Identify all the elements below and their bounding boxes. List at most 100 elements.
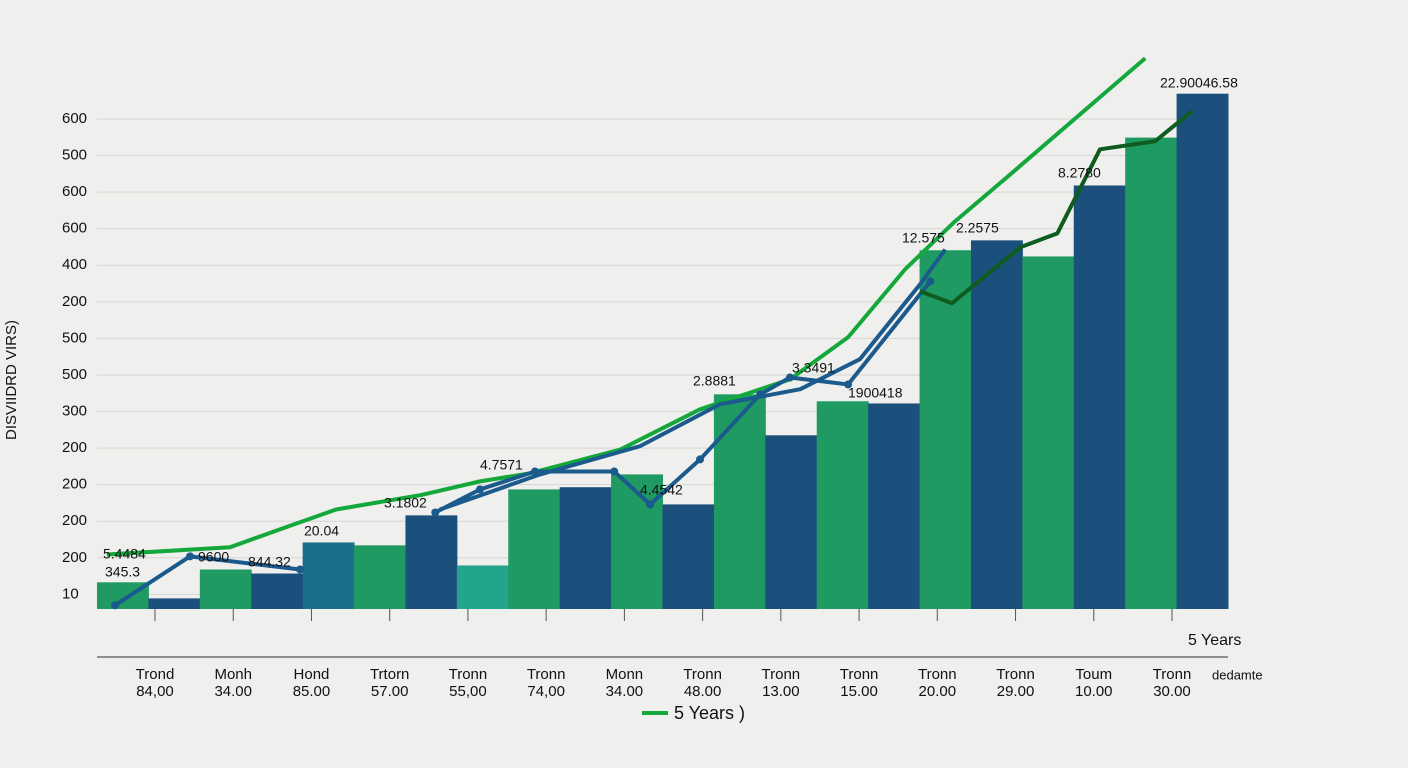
data-label: 4.7571 (480, 457, 523, 473)
x-label: Monh (214, 666, 252, 683)
line (919, 109, 1194, 306)
data-label: 1900418 (848, 385, 903, 401)
bar (611, 474, 663, 609)
bar (919, 250, 972, 609)
line-marker (926, 277, 935, 286)
y-tick-label: 200 (62, 512, 87, 529)
bar (251, 573, 304, 609)
data-label: 20.04 (304, 523, 339, 539)
x-label: Tronn (762, 666, 801, 683)
line-marker (186, 552, 195, 561)
bar (1073, 185, 1126, 609)
bar (405, 515, 458, 609)
y-axis-label: DISVIIDRD VIRS) (3, 320, 20, 440)
x-label: 13.00 (762, 683, 800, 700)
legend: 5 Years ) (642, 703, 745, 723)
y-tick-label: 500 (62, 329, 87, 346)
x-label: Tronn (840, 666, 879, 683)
bar (970, 240, 1023, 610)
line-marker (844, 380, 853, 389)
y-tick-label: 200 (62, 293, 87, 310)
y-tick-label: 200 (62, 476, 87, 493)
bar (1125, 137, 1178, 609)
bar (765, 435, 818, 609)
data-label: 12.575 (902, 230, 945, 246)
data-label: 2.2575 (956, 220, 999, 236)
y-tick-label: 500 (62, 146, 87, 163)
bar (508, 489, 561, 609)
x-label: Toum (1075, 666, 1112, 683)
x-label: 48.00 (684, 683, 722, 700)
line-marker (296, 565, 305, 574)
x-label: Tronn (449, 666, 488, 683)
x-label: 57.00 (371, 683, 409, 700)
line-marker (696, 455, 705, 464)
y-tick-label: 300 (62, 402, 87, 419)
bar (868, 403, 921, 609)
x-label: Tronn (996, 666, 1035, 683)
data-label: 2.8881 (693, 373, 736, 389)
y-tick-label: 600 (62, 183, 87, 200)
data-label: 4.4542 (640, 482, 683, 498)
line (106, 56, 1147, 557)
x-label: Monn (606, 666, 644, 683)
bars (97, 93, 1229, 610)
bar (456, 565, 509, 609)
y-tick-label: 600 (62, 220, 87, 237)
x-labels: Trond84,00Monh34.00Hond85.00Trtorn57.00T… (136, 609, 1192, 700)
bar (199, 569, 252, 609)
line-marker (785, 373, 794, 382)
line-marker (110, 601, 119, 610)
x-label: 55,00 (449, 683, 487, 700)
line-marker (475, 485, 484, 494)
x-label: Trtorn (370, 666, 409, 683)
data-label: 22.90046.58 (1160, 75, 1238, 91)
x-label: 30.00 (1153, 683, 1191, 700)
line-marker (431, 508, 440, 517)
x-label: 15.00 (840, 683, 878, 700)
bar (662, 504, 715, 609)
y-tick-label: 200 (62, 549, 87, 566)
data-label: 345.3 (105, 564, 140, 580)
x-axis-title: 5 Years (1188, 632, 1241, 649)
line-marker (646, 500, 655, 509)
bar (816, 401, 869, 609)
bar (1022, 256, 1075, 609)
line-marker (610, 467, 619, 476)
bar (148, 598, 201, 609)
x-label: 84,00 (136, 683, 174, 700)
y-tick-label: 400 (62, 256, 87, 273)
bar (559, 487, 612, 609)
data-label: 5.4484 (103, 546, 146, 562)
x-label: 10.00 (1075, 683, 1113, 700)
y-tick-label: 10 (62, 585, 79, 602)
data-label: 844.32 (248, 554, 291, 570)
line (439, 248, 947, 512)
bar (713, 394, 766, 609)
x-label: 29.00 (997, 683, 1035, 700)
bar (354, 545, 406, 609)
annotations: 5.4484 345.3 9600 844.32 20.04 3.1802 4.… (103, 75, 1238, 580)
x-axis-note: dedamte (1212, 667, 1263, 682)
y-tick-label: 500 (62, 366, 87, 383)
x-label: Tronn (527, 666, 566, 683)
y-tick-label: 600 (62, 110, 87, 127)
y-tick-label: 200 (62, 439, 87, 456)
x-label: 20.00 (919, 683, 957, 700)
bar (1176, 93, 1229, 610)
x-label: 85.00 (293, 683, 331, 700)
x-label: 34.00 (606, 683, 644, 700)
data-label: 3.1802 (384, 495, 427, 511)
bar (302, 542, 355, 609)
x-label: Tronn (918, 666, 957, 683)
x-label: Hond (294, 666, 330, 683)
x-label: 34.00 (214, 683, 252, 700)
data-label: 9600 (198, 549, 229, 565)
data-label: 3.3491 (792, 360, 835, 376)
legend-label: 5 Years ) (674, 703, 745, 723)
x-label: Tronn (1153, 666, 1192, 683)
lines (106, 56, 1194, 610)
data-label: 8.2780 (1058, 165, 1101, 181)
